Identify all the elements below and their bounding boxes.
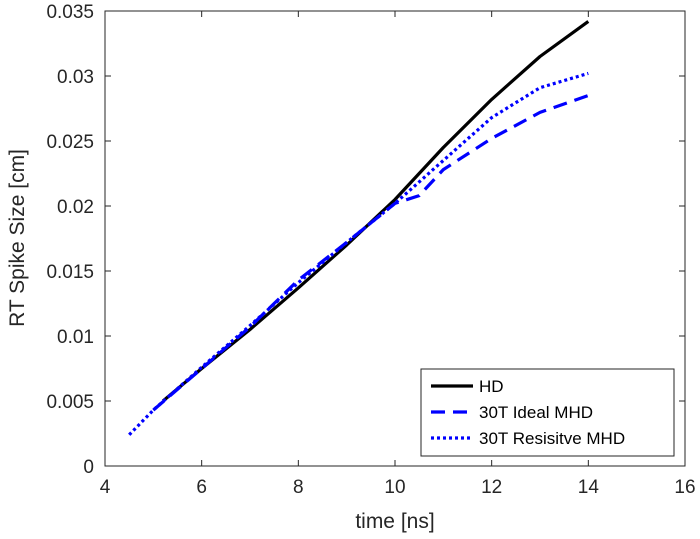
legend: HD 30T Ideal MHD 30T Resisitve MHD — [420, 368, 675, 457]
x-tick-label: 8 — [293, 477, 304, 498]
series-line-2 — [128, 71, 589, 436]
legend-label-1: 30T Ideal MHD — [479, 403, 593, 422]
y-tick-label: 0.03 — [57, 67, 94, 88]
series-layer — [128, 20, 590, 436]
x-tick-label: 10 — [384, 477, 405, 498]
y-tick-label: 0.005 — [46, 392, 94, 413]
x-axis-label: time [ns] — [355, 510, 434, 533]
y-tick-label: 0 — [83, 457, 94, 478]
x-tick-label: 12 — [481, 477, 502, 498]
y-tick-label: 0.02 — [57, 197, 94, 218]
y-tick-label: 0.035 — [46, 2, 94, 23]
legend-label-0: HD — [479, 377, 504, 396]
x-tick-label: 14 — [578, 477, 600, 498]
x-tick-label: 4 — [100, 477, 111, 498]
y-tick-label: 0.015 — [46, 262, 94, 283]
ticks-layer: 4 6 8 10 12 14 16 0 0.005 0.01 0.015 0.02 0.025 0.03 0… — [46, 2, 695, 498]
y-tick-label: 0.01 — [57, 327, 94, 348]
y-tick-label: 0.025 — [46, 132, 94, 153]
series-line-1 — [152, 93, 589, 412]
y-axis-label: RT Spike Size [cm] — [6, 149, 29, 327]
legend-label-2: 30T Resisitve MHD — [479, 429, 625, 448]
x-tick-label: 6 — [196, 477, 207, 498]
x-tick-label: 16 — [674, 477, 695, 498]
